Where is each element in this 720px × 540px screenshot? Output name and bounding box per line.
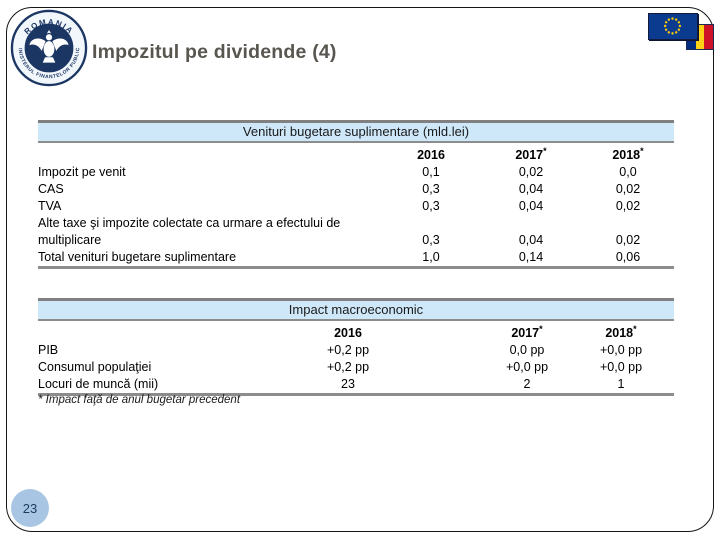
row-label: Impozit pe venit xyxy=(38,165,126,180)
table-venituri-bugetare: Venituri bugetare suplimentare (mld.lei)… xyxy=(38,120,674,270)
page-number-badge: 23 xyxy=(11,489,49,527)
cell-value: 0,3 xyxy=(422,233,440,248)
cell-value: 0,1 xyxy=(422,165,440,180)
page-title: Impozitul pe dividende (4) xyxy=(92,41,337,64)
table-row: CAS 0,3 0,04 0,02 xyxy=(38,181,674,198)
cell-value: 0,04 xyxy=(518,182,544,197)
row-label: CAS xyxy=(38,182,64,197)
cell-value: +0,0 pp xyxy=(599,360,643,375)
cell-value: 0,14 xyxy=(518,250,544,265)
year-label: 2016 xyxy=(334,326,362,341)
cell-value: +0,0 pp xyxy=(505,360,549,375)
col-spacer xyxy=(38,321,210,342)
cell-value: 0,0 xyxy=(619,165,637,180)
cell-value: +0,2 pp xyxy=(326,360,370,375)
table-row: PIB +0,2 pp 0,0 pp +0,0 pp xyxy=(38,342,674,359)
year-mark: * xyxy=(633,324,637,334)
table-row: Consumul populaţiei +0,2 pp +0,0 pp +0,0… xyxy=(38,359,674,376)
col-2016: 2016 xyxy=(382,143,480,164)
table-impact-macroeconomic: Impact macroeconomic 2016 2017* 2018* PI… xyxy=(38,298,674,397)
cell-value: 0,02 xyxy=(518,165,544,180)
cell-value: 0,02 xyxy=(615,182,641,197)
table-row: Alte taxe şi impozite colectate ca urmar… xyxy=(38,215,674,249)
footnote: * Impact faţă de anul bugetar precedent xyxy=(38,394,241,406)
year-mark: * xyxy=(640,146,644,156)
table1-body: 2016 2017* 2018* Impozit pe venit 0,1 0,… xyxy=(38,143,674,270)
cell-value: 0,02 xyxy=(615,233,641,248)
table-row: Impozit pe venit 0,1 0,02 0,0 xyxy=(38,164,674,181)
cell-value: 0,06 xyxy=(615,250,641,265)
table-row: Locuri de muncă (mii) 23 2 1 xyxy=(38,376,674,393)
table-row-total: Total venituri bugetare suplimentare 1,0… xyxy=(38,249,674,266)
cell-value: 0,04 xyxy=(518,233,544,248)
flags-group xyxy=(648,13,716,51)
table-row: TVA 0,3 0,04 0,02 xyxy=(38,198,674,215)
col-2017: 2017* xyxy=(480,143,582,164)
col-spacer xyxy=(38,143,382,164)
cell-value: 1 xyxy=(617,377,625,392)
row-label: TVA xyxy=(38,199,62,214)
col-2018: 2018* xyxy=(568,321,674,342)
cell-value: 0,0 pp xyxy=(509,343,545,358)
cell-value: 0,3 xyxy=(422,199,440,214)
year-label: 2018 xyxy=(612,148,641,163)
col-2016: 2016 xyxy=(210,321,486,342)
year-label: 2017 xyxy=(511,326,540,341)
page-number: 23 xyxy=(22,500,38,516)
ro-flag-yellow-stripe xyxy=(695,25,705,49)
cell-value: 2 xyxy=(523,377,531,392)
row-label: Locuri de muncă (mii) xyxy=(38,377,159,392)
eu-stars xyxy=(663,17,682,35)
cell-value: +0,0 pp xyxy=(599,343,643,358)
cell-value: 0,04 xyxy=(518,199,544,214)
cell-value: 0,02 xyxy=(615,199,641,214)
row-label: Consumul populaţiei xyxy=(38,360,152,375)
col-2018: 2018* xyxy=(582,143,674,164)
col-2017: 2017* xyxy=(486,321,568,342)
table1-title: Venituri bugetare suplimentare (mld.lei) xyxy=(38,120,674,143)
year-mark: * xyxy=(543,146,547,156)
table1-header-row: 2016 2017* 2018* xyxy=(38,143,674,164)
ro-flag-red-stripe xyxy=(704,25,714,49)
year-mark: * xyxy=(539,324,543,334)
row-label: Alte taxe şi impozite colectate ca urmar… xyxy=(38,216,341,248)
ministry-of-finance-seal-icon: ROMANIA MINISTERUL FINANTELOR PUBLICE xyxy=(8,5,88,87)
cell-value: +0,2 pp xyxy=(326,343,370,358)
row-label: Total venituri bugetare suplimentare xyxy=(38,250,237,265)
slide-border xyxy=(6,7,714,532)
year-label: 2017 xyxy=(515,148,544,163)
table2-title: Impact macroeconomic xyxy=(38,298,674,321)
seal-graphic: ROMANIA MINISTERUL FINANTELOR PUBLICE xyxy=(8,5,88,87)
table2-body: 2016 2017* 2018* PIB +0,2 pp 0,0 pp +0,0… xyxy=(38,321,674,397)
cell-value: 0,3 xyxy=(422,182,440,197)
year-label: 2016 xyxy=(417,148,445,163)
eagle-emblem xyxy=(29,29,69,63)
table2-header-row: 2016 2017* 2018* xyxy=(38,321,674,342)
row-label: PIB xyxy=(38,343,59,358)
cell-value: 1,0 xyxy=(422,250,440,265)
eu-flag-icon xyxy=(648,13,698,40)
year-label: 2018 xyxy=(605,326,634,341)
cell-value: 23 xyxy=(341,377,355,392)
